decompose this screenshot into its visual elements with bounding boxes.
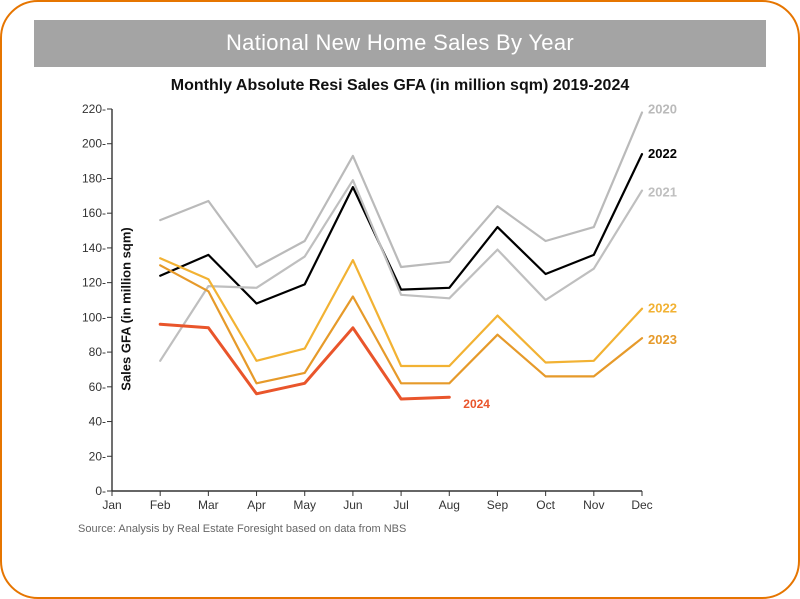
svg-text:200-: 200-: [82, 137, 106, 151]
svg-text:100-: 100-: [82, 310, 106, 324]
svg-text:2023: 2023: [648, 332, 677, 347]
svg-text:80-: 80-: [89, 345, 106, 359]
svg-text:Nov: Nov: [583, 498, 604, 512]
svg-text:Jun: Jun: [343, 498, 362, 512]
svg-text:180-: 180-: [82, 171, 106, 185]
svg-text:2022: 2022: [648, 146, 677, 161]
svg-text:2020: 2020: [648, 101, 677, 116]
svg-text:Aug: Aug: [439, 498, 460, 512]
svg-text:0-: 0-: [95, 484, 106, 498]
svg-text:60-: 60-: [89, 380, 106, 394]
svg-text:40-: 40-: [89, 415, 106, 429]
svg-text:Mar: Mar: [198, 498, 219, 512]
svg-text:160-: 160-: [82, 206, 106, 220]
svg-text:140-: 140-: [82, 241, 106, 255]
svg-text:2021: 2021: [648, 185, 677, 200]
plot-area: Sales GFA (in million sqm) 0- 20- 40- 60- 80…: [54, 99, 756, 519]
svg-text:Oct: Oct: [536, 498, 555, 512]
svg-text:220-: 220-: [82, 102, 106, 116]
svg-text:Sep: Sep: [487, 498, 509, 512]
svg-text:Apr: Apr: [247, 498, 266, 512]
svg-text:2024: 2024: [463, 397, 490, 411]
svg-text:Feb: Feb: [150, 498, 171, 512]
svg-text:2022: 2022: [648, 301, 677, 316]
source-note: Source: Analysis by Real Estate Foresigh…: [78, 523, 776, 535]
svg-text:Jan: Jan: [102, 498, 121, 512]
line-chart-svg: 0- 20- 40- 60- 80- 100- 120- 140- 160- 180- 200- 22…: [54, 99, 694, 519]
svg-text:Dec: Dec: [631, 498, 652, 512]
svg-text:120-: 120-: [82, 276, 106, 290]
chart-card: National New Home Sales By Year Monthly …: [0, 0, 800, 599]
banner-title: National New Home Sales By Year: [34, 20, 766, 67]
svg-text:Jul: Jul: [393, 498, 408, 512]
svg-text:20-: 20-: [89, 449, 106, 463]
svg-text:May: May: [293, 498, 316, 512]
y-axis-label: Sales GFA (in million sqm): [118, 227, 133, 391]
chart-title: Monthly Absolute Resi Sales GFA (in mill…: [24, 77, 776, 95]
